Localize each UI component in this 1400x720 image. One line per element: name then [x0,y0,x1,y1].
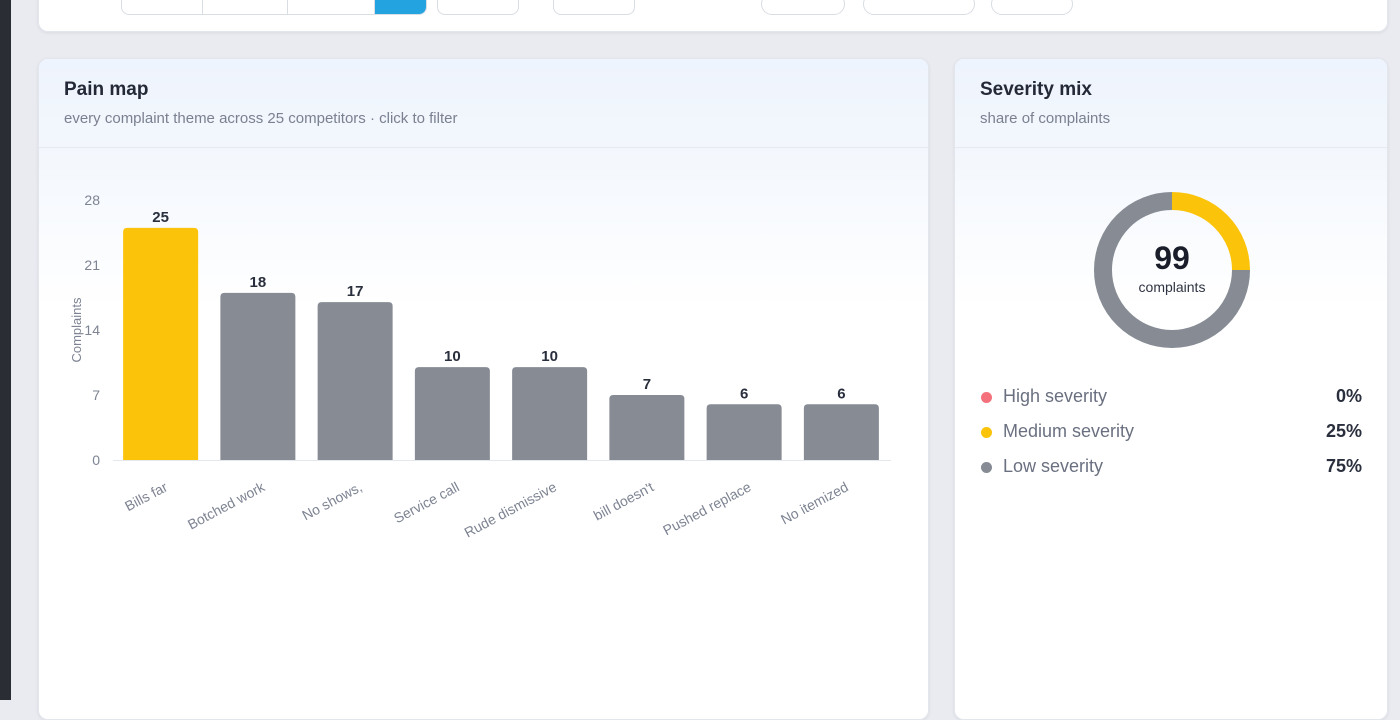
severity-mix-card: Severity mix share of complaints 99 comp… [954,58,1388,720]
filter-button[interactable] [553,0,635,15]
severity-legend: High severity 0% Medium severity 25% Low… [980,384,1362,489]
legend-percent: 75% [1325,456,1362,476]
x-tick-label: No itemized [778,479,851,528]
bar[interactable] [220,292,296,460]
bar-value-label: 17 [347,283,364,300]
pain-bar-chart: 0 7 14 21 28 Complaints 25 Bills far 18 Botched w… [69,192,891,541]
card-subtitle: share of complaints [980,110,1111,127]
bar-value-label: 6 [837,385,845,402]
bar[interactable] [414,367,490,460]
y-axis-label: Complaints [69,297,84,363]
donut-slice-medium-severity[interactable] [1171,192,1250,271]
filter-chip[interactable] [863,0,975,15]
card-title: Severity mix [980,79,1092,100]
filter-button[interactable] [437,0,519,15]
bar[interactable] [123,227,199,460]
legend-percent: 0% [1335,386,1362,406]
donut-center: 99 complaints [1092,190,1252,350]
legend-label: Medium severity [1003,421,1135,441]
segment-option[interactable] [288,0,375,14]
legend-label: Low severity [1003,456,1104,476]
filter-chip[interactable] [761,0,845,15]
x-tick-label: Pushed replace [660,478,754,538]
y-tick-label: 28 [84,192,100,208]
bar-value-label: 7 [643,376,651,393]
bar[interactable] [706,404,782,460]
legend-percent: 25% [1325,421,1362,441]
legend-dot [981,462,992,473]
legend-item-high[interactable]: High severity 0% [980,384,1362,419]
y-tick-label: 7 [92,387,100,403]
legend-item-low[interactable]: Low severity 75% [980,454,1362,489]
filter-chip[interactable] [991,0,1073,15]
segment-option[interactable] [203,0,288,14]
filter-toolbar [38,0,1388,32]
legend-dot [981,392,992,403]
bar[interactable] [317,302,393,460]
legend-item-medium[interactable]: Medium severity 25% [980,419,1362,454]
total-complaints-label: complaints [1138,279,1206,295]
segment-option[interactable] [122,0,203,14]
card-body: 0 7 14 21 28 Complaints 25 Bills far 18 Botched w… [39,148,928,719]
severity-donut-chart: 99 complaints [1092,190,1252,350]
legend-dot [981,427,992,438]
legend-label: High severity [1003,386,1108,406]
y-tick-label: 14 [84,322,100,338]
segmented-control [121,0,427,15]
bar[interactable] [609,395,685,460]
left-rail [0,0,11,700]
card-body: 99 complaints High severity 0% Medium se… [955,148,1387,719]
donut-slice-low-severity[interactable] [1094,192,1250,348]
total-complaints-value: 99 [1154,240,1190,276]
card-header: Pain map every complaint theme across 25… [39,59,928,148]
y-tick-label: 21 [84,257,100,273]
bar-value-label: 6 [740,385,748,402]
x-tick-label: Bills far [122,478,170,514]
segment-option-active[interactable] [375,0,426,14]
card-header: Severity mix share of complaints [955,59,1387,148]
bar-value-label: 18 [250,274,267,291]
bar-value-label: 25 [152,209,169,226]
card-subtitle: every complaint theme across 25 competit… [64,110,458,127]
y-tick-label: 0 [92,452,100,468]
x-tick-label: Botched work [185,478,268,532]
x-tick-label: No shows, [299,479,364,524]
bar[interactable] [803,404,879,460]
donut-svg [1094,192,1250,348]
bar[interactable] [512,367,588,460]
bar-value-label: 10 [444,348,461,365]
x-tick-label: Rude dismissive [462,478,560,540]
bar-value-label: 10 [541,348,558,365]
x-tick-label: Service call [391,479,462,527]
x-tick-label: bill doesn't [591,478,657,523]
pain-map-card: Pain map every complaint theme across 25… [38,58,929,720]
card-title: Pain map [64,79,149,100]
